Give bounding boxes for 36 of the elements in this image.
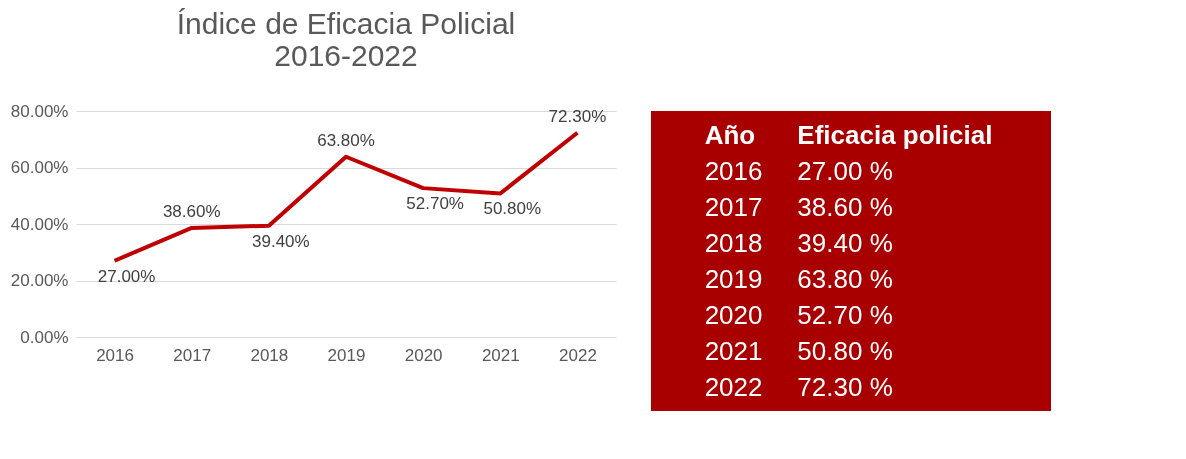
text: Eficacia policial <box>797 120 993 150</box>
text: 2017 <box>704 192 763 222</box>
data-label: 72.30% <box>548 106 607 126</box>
data-label: 52.70% <box>406 194 464 214</box>
text: 2016 <box>704 156 763 186</box>
y-tick-label: 20.00% <box>10 271 69 290</box>
text: 2020 <box>704 300 763 330</box>
text: 72.30 % <box>797 372 893 402</box>
text: 63.80 % <box>797 264 893 294</box>
x-tick-label: 2018 <box>250 345 289 365</box>
text: 39.40 % <box>797 228 893 258</box>
text: 2019 <box>704 264 763 294</box>
y-tick-label: 80.00% <box>10 101 69 121</box>
text: 2022 <box>704 372 763 402</box>
text: 2018 <box>704 228 763 258</box>
data-label: 63.80% <box>317 130 375 150</box>
text: 50.80 % <box>797 336 893 366</box>
y-tick-label: 0.00% <box>20 327 69 347</box>
x-tick-label: 2021 <box>481 345 520 365</box>
x-tick-label: 2017 <box>173 345 212 365</box>
data-label: 39.40% <box>252 231 310 251</box>
x-tick-label: 2016 <box>96 345 134 365</box>
text: 27.00 % <box>797 156 893 186</box>
x-tick-label: 2022 <box>559 345 597 365</box>
data-label: 27.00% <box>97 266 156 286</box>
y-tick-label: 40.00% <box>10 214 69 234</box>
text: 38.60 % <box>797 192 893 222</box>
chart-title: Índice de Eficacia Policial 2016-2022 <box>176 7 516 72</box>
line-series <box>112 130 580 263</box>
x-tick-label: 2020 <box>404 345 443 365</box>
text: Año <box>704 120 756 150</box>
x-tick-label: 2019 <box>327 345 366 365</box>
y-tick-label: 60.00% <box>10 158 69 177</box>
text: 52.70 % <box>797 300 893 330</box>
data-label: 50.80% <box>483 199 542 219</box>
data-label: 38.60% <box>162 201 221 221</box>
